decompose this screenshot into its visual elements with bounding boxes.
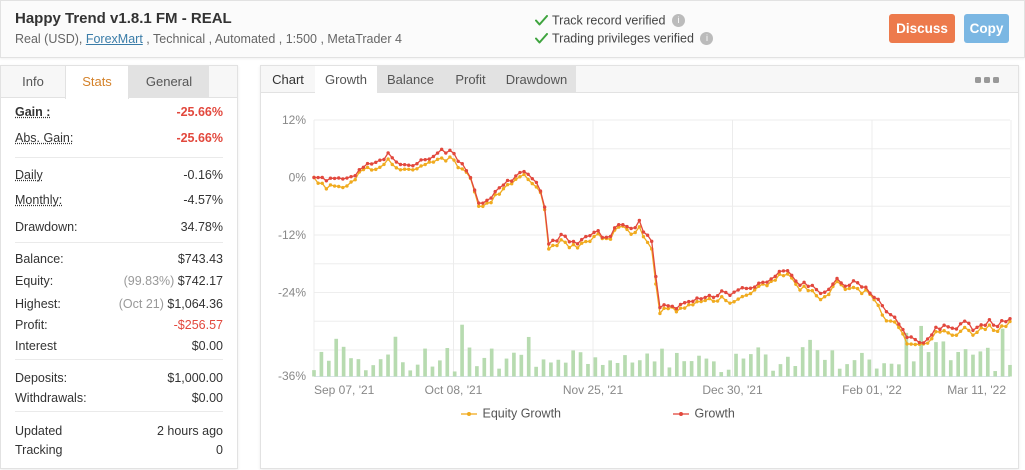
svg-text:Mar 11, '22: Mar 11, '22 [947, 383, 1006, 397]
svg-text:0%: 0% [289, 171, 307, 185]
svg-text:Nov 25, '21: Nov 25, '21 [563, 383, 624, 397]
svg-text:Feb 01, '22: Feb 01, '22 [842, 383, 902, 397]
svg-text:-12%: -12% [278, 228, 306, 242]
svg-text:Sep 07, '21: Sep 07, '21 [314, 383, 375, 397]
svg-text:Oct 08, '21: Oct 08, '21 [425, 383, 483, 397]
svg-text:Dec 30, '21: Dec 30, '21 [702, 383, 763, 397]
svg-text:12%: 12% [282, 113, 306, 127]
svg-text:-24%: -24% [278, 286, 306, 300]
svg-text:-36%: -36% [278, 369, 306, 383]
